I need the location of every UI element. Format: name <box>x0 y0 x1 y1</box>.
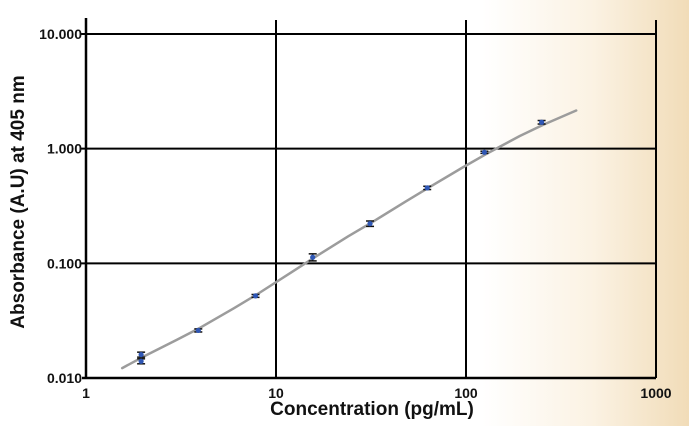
axes <box>82 18 656 380</box>
data-point <box>137 351 146 358</box>
x-tick-label: 10 <box>268 385 284 401</box>
data-marker <box>481 149 488 155</box>
y-tick-label: 0.010 <box>47 370 82 386</box>
y-axis-title: Absorbance (A.U) at 405 nm <box>8 75 29 328</box>
data-point <box>480 149 489 155</box>
data-marker <box>539 119 545 125</box>
y-tick-labels: 0.010 0.100 1.000 10.000 <box>39 26 82 386</box>
fit-curve <box>120 109 578 370</box>
y-tick-label: 0.100 <box>47 255 82 271</box>
data-marker <box>138 351 144 358</box>
data-point <box>366 220 375 228</box>
data-point <box>423 185 432 191</box>
x-tick-label: 1000 <box>640 385 671 401</box>
x-tick-labels: 1 10 100 1000 <box>82 385 672 401</box>
grid <box>80 20 657 378</box>
data-point <box>194 327 203 334</box>
data-marker <box>195 327 201 334</box>
data-point <box>137 358 146 365</box>
x-axis-title: Concentration (pg/mL) <box>270 399 474 420</box>
x-tick-label: 100 <box>454 385 478 401</box>
y-tick-label: 1.000 <box>47 141 82 157</box>
data-marker <box>138 358 144 364</box>
data-points <box>137 119 546 365</box>
x-tick-label: 1 <box>82 385 90 401</box>
fit-curve-group <box>120 109 578 370</box>
data-point <box>537 119 546 125</box>
data-marker <box>424 185 430 191</box>
data-point <box>251 293 260 299</box>
data-marker <box>252 293 259 299</box>
data-point <box>308 253 317 262</box>
y-tick-label: 10.000 <box>39 26 82 42</box>
data-marker <box>310 254 316 260</box>
data-marker <box>367 221 373 227</box>
